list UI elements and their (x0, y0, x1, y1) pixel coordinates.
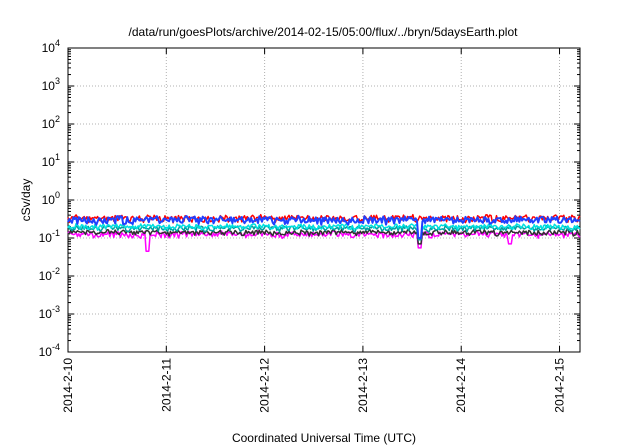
series-line (67, 222, 581, 239)
series-line (67, 224, 581, 241)
x-tick-label: 2014-2-12 (258, 358, 272, 413)
x-tick-label: 2014-2-14 (454, 358, 468, 413)
series-line (67, 214, 581, 239)
y-axis-label: cSv/day (19, 179, 33, 222)
x-tick-label: 2014-2-10 (61, 358, 75, 413)
series-group (67, 213, 581, 252)
y-tick-label: 10-3 (39, 304, 60, 321)
x-axis-label: Coordinated Universal Time (UTC) (232, 431, 416, 445)
y-tick-label: 10-2 (39, 266, 60, 283)
y-tick-label: 100 (42, 190, 60, 207)
x-axis-ticks: 2014-2-10 2014-2-11 2014-2-12 2014-2-13 2014… (61, 48, 567, 413)
y-tick-label: 10-1 (39, 228, 60, 245)
x-tick-label: 2014-2-13 (356, 358, 370, 413)
x-tick-label: 2014-2-15 (553, 358, 567, 413)
chart-title: /data/run/goesPlots/archive/2014-02-15/0… (129, 25, 519, 39)
y-tick-label: 10-4 (39, 342, 60, 359)
y-tick-label: 104 (42, 38, 60, 55)
series-line (67, 228, 581, 245)
y-tick-label: 103 (42, 76, 60, 93)
grid (68, 48, 580, 352)
y-axis-ticks: 10-4 10-3 10-2 10-1 100 101 102 103 104 (39, 38, 580, 359)
x-tick-label: 2014-2-11 (159, 358, 173, 412)
y-tick-label: 102 (42, 114, 60, 131)
y-tick-label: 101 (42, 152, 60, 169)
